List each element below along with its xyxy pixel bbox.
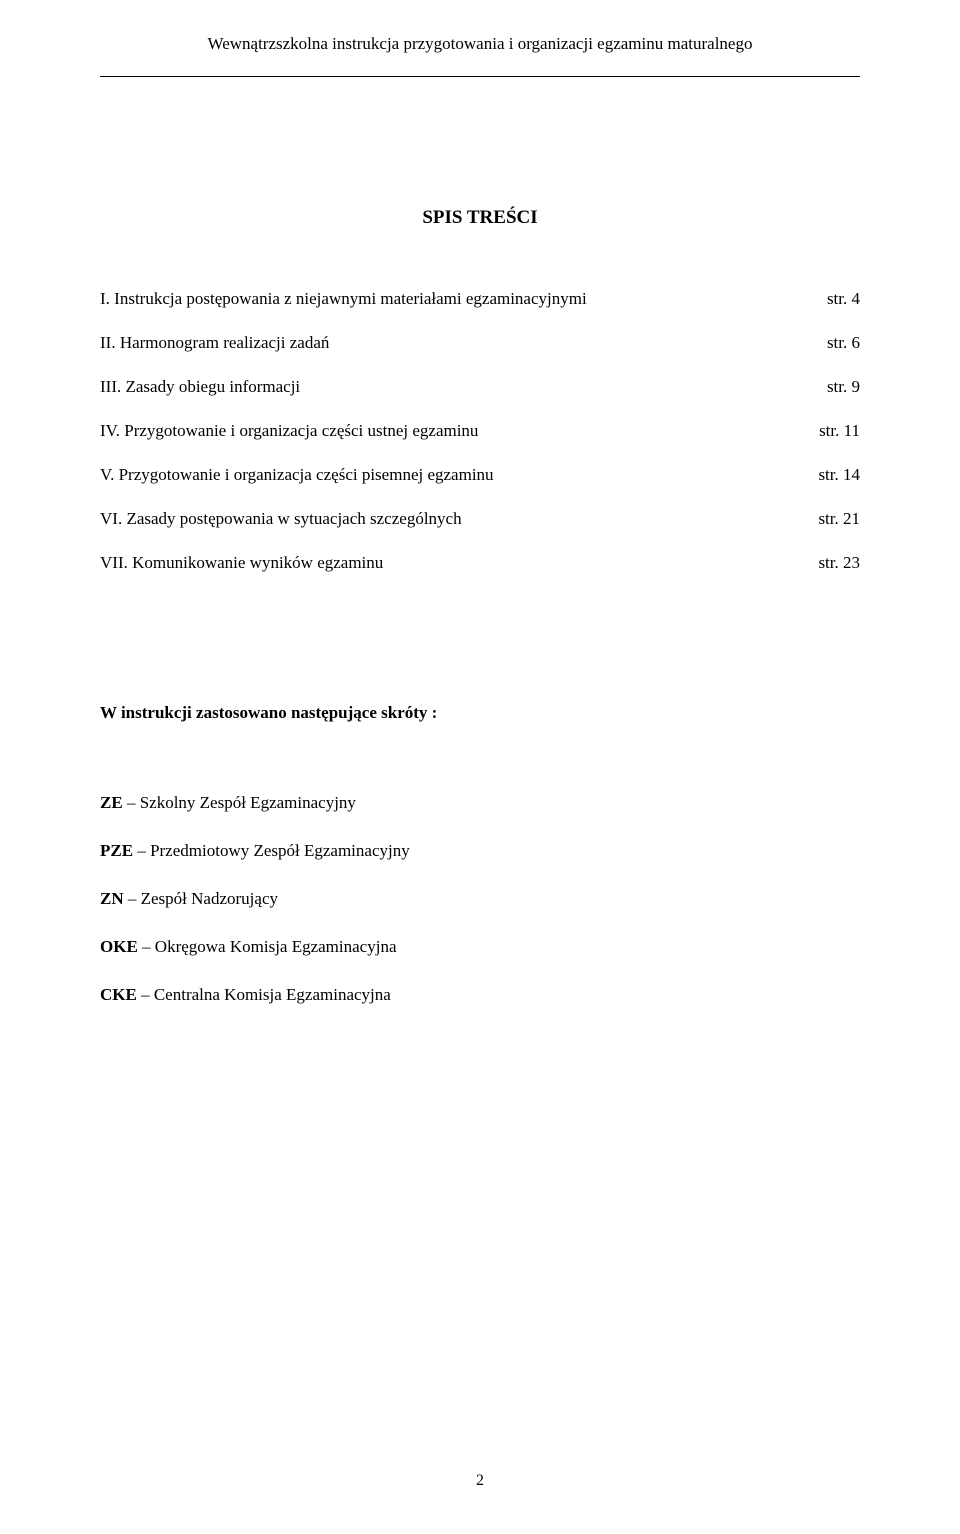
toc-row: V. Przygotowanie i organizacja części pi…: [100, 465, 860, 485]
abbr-desc: – Przedmiotowy Zespół Egzaminacyjny: [133, 841, 410, 860]
abbr-desc: – Centralna Komisja Egzaminacyjna: [137, 985, 391, 1004]
abbr-code: OKE: [100, 937, 138, 956]
toc-row: VII. Komunikowanie wyników egzaminu str.…: [100, 553, 860, 573]
toc-page: str. 23: [818, 553, 860, 573]
abbr-item: ZN – Zespół Nadzorujący: [100, 889, 860, 909]
page-title: SPIS TREŚCI: [100, 207, 860, 229]
toc-row: IV. Przygotowanie i organizacja części u…: [100, 421, 860, 441]
toc-row: II. Harmonogram realizacji zadań str. 6: [100, 333, 860, 353]
abbr-desc: – Okręgowa Komisja Egzaminacyjna: [138, 937, 397, 956]
abbr-code: ZN: [100, 889, 124, 908]
toc-page: str. 6: [827, 333, 860, 353]
running-header: Wewnątrzszkolna instrukcja przygotowania…: [100, 34, 860, 68]
abbreviations-list: ZE – Szkolny Zespół Egzaminacyjny PZE – …: [100, 793, 860, 1005]
toc-row: III. Zasady obiegu informacji str. 9: [100, 377, 860, 397]
abbr-code: PZE: [100, 841, 133, 860]
abbr-desc: – Zespół Nadzorujący: [124, 889, 278, 908]
toc-page: str. 11: [819, 421, 860, 441]
abbreviations-heading: W instrukcji zastosowano następujące skr…: [100, 703, 860, 723]
toc-label: VII. Komunikowanie wyników egzaminu: [100, 553, 383, 573]
toc-row: I. Instrukcja postępowania z niejawnymi …: [100, 289, 860, 309]
toc-label: II. Harmonogram realizacji zadań: [100, 333, 329, 353]
abbr-item: OKE – Okręgowa Komisja Egzaminacyjna: [100, 937, 860, 957]
abbr-item: ZE – Szkolny Zespół Egzaminacyjny: [100, 793, 860, 813]
header-rule: [100, 76, 860, 77]
abbr-code: CKE: [100, 985, 137, 1004]
toc-page: str. 4: [827, 289, 860, 309]
toc-row: VI. Zasady postępowania w sytuacjach szc…: [100, 509, 860, 529]
toc-label: VI. Zasady postępowania w sytuacjach szc…: [100, 509, 462, 529]
toc-label: III. Zasady obiegu informacji: [100, 377, 300, 397]
page-number: 2: [0, 1472, 960, 1490]
table-of-contents: I. Instrukcja postępowania z niejawnymi …: [100, 289, 860, 573]
toc-label: I. Instrukcja postępowania z niejawnymi …: [100, 289, 587, 309]
toc-label: V. Przygotowanie i organizacja części pi…: [100, 465, 494, 485]
toc-page: str. 9: [827, 377, 860, 397]
toc-page: str. 14: [818, 465, 860, 485]
abbr-code: ZE: [100, 793, 123, 812]
abbr-desc: – Szkolny Zespół Egzaminacyjny: [123, 793, 356, 812]
toc-label: IV. Przygotowanie i organizacja części u…: [100, 421, 478, 441]
abbr-item: CKE – Centralna Komisja Egzaminacyjna: [100, 985, 860, 1005]
abbr-item: PZE – Przedmiotowy Zespół Egzaminacyjny: [100, 841, 860, 861]
toc-page: str. 21: [818, 509, 860, 529]
